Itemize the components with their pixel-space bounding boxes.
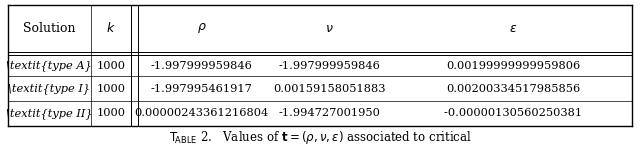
Text: Solution: Solution (23, 22, 76, 35)
Text: $\mathrm{T}_{\!\mathrm{ABLE}}$ 2.   Values of $\mathbf{t} = (\rho, \nu, \varepsi: $\mathrm{T}_{\!\mathrm{ABLE}}$ 2. Values… (168, 129, 472, 146)
Text: points of types $A$, $I$, $II$ when $k = 1000$.: points of types $A$, $I$, $II$ when $k =… (210, 152, 430, 154)
Text: 1000: 1000 (97, 84, 125, 93)
Text: $k$: $k$ (106, 21, 116, 35)
Text: $\varepsilon$: $\varepsilon$ (509, 22, 517, 35)
Text: -1.997999959846: -1.997999959846 (278, 61, 381, 71)
Text: $\rho$: $\rho$ (196, 21, 207, 35)
Text: 0.00159158051883: 0.00159158051883 (273, 84, 386, 93)
Text: \textit{type A}: \textit{type A} (6, 60, 92, 71)
Text: -0.0000013056025038​1: -0.0000013056025038​1 (444, 108, 582, 118)
Text: 0.00200334517985856: 0.00200334517985856 (446, 84, 580, 93)
Text: -1.997999959846: -1.997999959846 (150, 61, 253, 71)
Text: 0.00199999999959806: 0.00199999999959806 (446, 61, 580, 71)
Text: -1.994727001950: -1.994727001950 (278, 108, 381, 118)
Text: \textit{type II}: \textit{type II} (6, 108, 93, 119)
Text: 1000: 1000 (97, 108, 125, 118)
Text: 0.00000243361216804: 0.00000243361216804 (134, 108, 269, 118)
Text: 1000: 1000 (97, 61, 125, 71)
Text: $\nu$: $\nu$ (325, 22, 334, 35)
Text: \textit{type I}: \textit{type I} (8, 83, 90, 94)
Text: -1.997995461917: -1.997995461917 (150, 84, 253, 93)
